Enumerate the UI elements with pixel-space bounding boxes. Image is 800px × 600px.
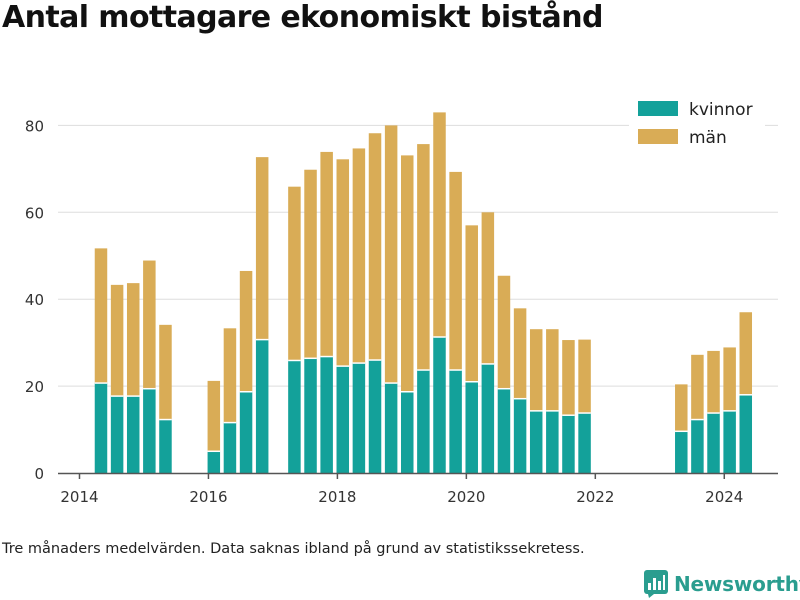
x-tick-label: 2020 <box>447 488 485 506</box>
bar-man <box>207 380 221 452</box>
bar-kvinnor <box>207 451 221 473</box>
bar-kvinnor <box>578 413 591 473</box>
bar-kvinnor <box>368 360 382 473</box>
bar-man <box>223 328 237 423</box>
y-tick-label: 40 <box>25 291 44 309</box>
bar-kvinnor <box>707 413 720 473</box>
bar-kvinnor <box>384 383 398 473</box>
bar-kvinnor <box>110 396 124 473</box>
bar-kvinnor <box>304 358 317 473</box>
bar-man <box>304 169 317 359</box>
bar-man <box>110 284 124 397</box>
bar-kvinnor <box>94 383 108 473</box>
bar-kvinnor <box>691 419 704 473</box>
bar-kvinnor <box>723 410 736 473</box>
legend-swatch-kvinnor <box>638 101 678 116</box>
x-tick-label: 2024 <box>705 488 743 506</box>
bar-kvinnor <box>320 356 333 473</box>
bar-kvinnor <box>449 370 462 473</box>
bar-kvinnor <box>513 398 527 473</box>
bar-man <box>497 275 511 389</box>
x-tick-label: 2022 <box>576 488 614 506</box>
bar-kvinnor <box>288 360 301 473</box>
bar-man <box>691 354 704 420</box>
bar-kvinnor <box>239 391 253 473</box>
bar-kvinnor <box>223 422 237 473</box>
bar-man <box>368 133 382 361</box>
bar-kvinnor <box>675 431 688 473</box>
bar-man <box>239 270 253 392</box>
bar-man <box>336 159 350 367</box>
bar-man <box>417 144 430 371</box>
bar-kvinnor <box>352 363 366 473</box>
brand-name: Newsworthy <box>674 572 800 596</box>
bar-kvinnor <box>562 415 575 473</box>
bar-man <box>707 350 720 414</box>
y-tick-label: 20 <box>25 378 44 396</box>
bar-man <box>546 329 559 411</box>
bar-kvinnor <box>255 339 269 473</box>
bar-man <box>739 312 753 395</box>
bar-man <box>481 212 495 364</box>
x-tick-label: 2018 <box>318 488 356 506</box>
chart-title: Antal mottagare ekonomiskt bistånd <box>2 0 603 35</box>
x-tick-label: 2014 <box>60 488 98 506</box>
axes: 0 20 40 60 80 2014 2016 2018 2020 2022 2024 <box>25 117 778 506</box>
bar-kvinnor <box>481 363 495 473</box>
legend-label-man: män <box>689 128 727 148</box>
bar-kvinnor <box>497 388 511 473</box>
bar-man <box>320 151 333 357</box>
bar-man <box>143 260 156 389</box>
bar-kvinnor <box>739 394 753 473</box>
bar-kvinnor <box>143 388 156 473</box>
bar-man <box>513 308 527 399</box>
legend-swatch-man <box>638 129 678 144</box>
x-tick-label: 2016 <box>189 488 227 506</box>
bar-man <box>562 340 575 416</box>
legend: kvinnor män <box>629 92 765 152</box>
bar-chart-logo-icon <box>644 570 668 598</box>
bar-man <box>675 384 688 432</box>
y-tick-label: 0 <box>34 465 44 483</box>
brand-logo[interactable]: Newsworthy <box>644 569 800 599</box>
bar-man <box>94 248 108 384</box>
legend-label-kvinnor: kvinnor <box>689 100 753 120</box>
bar-man <box>255 157 269 340</box>
bar-man <box>401 155 414 392</box>
bar-series <box>94 112 753 473</box>
bar-man <box>578 339 591 414</box>
bar-kvinnor <box>465 381 478 473</box>
bar-man <box>529 329 543 411</box>
bar-man <box>384 125 398 384</box>
y-tick-label: 80 <box>25 117 44 135</box>
bar-man <box>433 112 446 338</box>
footnote: Tre månaders medelvärden. Data saknas ib… <box>2 541 585 557</box>
bar-man <box>126 283 140 397</box>
bar-kvinnor <box>546 410 559 473</box>
bar-man <box>449 171 462 371</box>
bar-kvinnor <box>417 370 430 473</box>
bar-kvinnor <box>126 396 140 473</box>
bar-kvinnor <box>336 366 350 473</box>
bar-man <box>288 186 301 361</box>
y-tick-label: 60 <box>25 204 44 222</box>
bar-kvinnor <box>433 337 446 473</box>
bar-man <box>723 347 736 411</box>
bar-kvinnor <box>159 419 172 473</box>
bar-man <box>352 148 366 364</box>
bar-man <box>465 225 478 382</box>
bar-man <box>159 324 172 420</box>
bar-kvinnor <box>529 410 543 473</box>
bar-kvinnor <box>401 391 414 473</box>
